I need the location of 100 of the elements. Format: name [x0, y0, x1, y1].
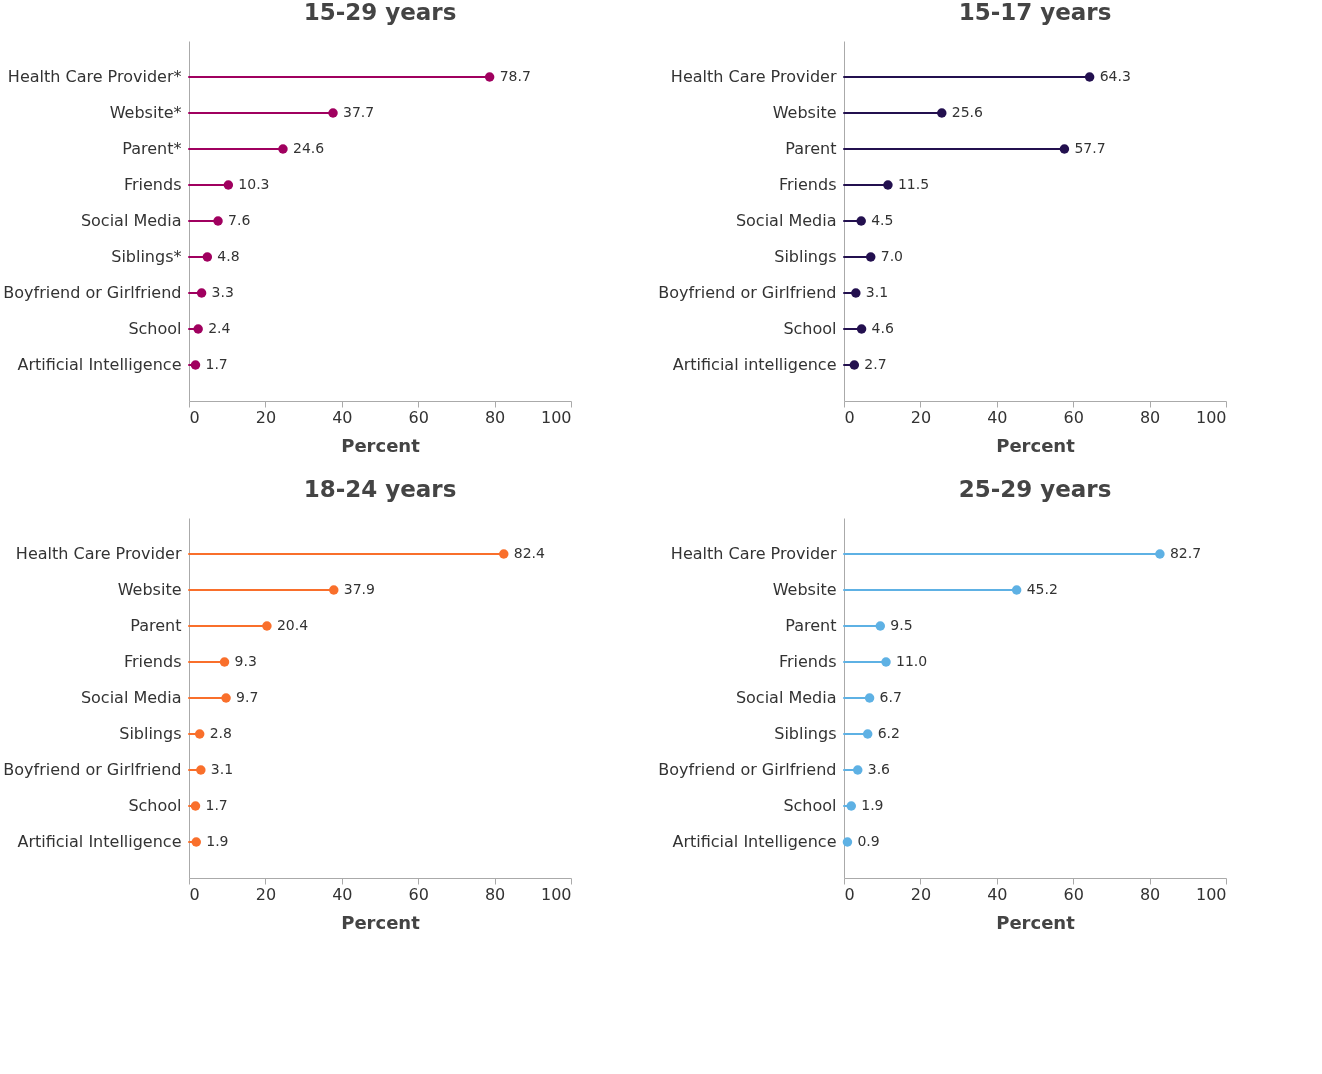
point [194, 729, 205, 739]
point [864, 693, 875, 703]
x-tick-label: 40 [987, 884, 1008, 904]
y-tick-label: Social Media [80, 211, 182, 230]
data-label: 2.8 [209, 725, 232, 741]
y-tick-label: Website* [109, 103, 182, 122]
data-label: 4.8 [217, 248, 240, 264]
data-label: 0.9 [857, 833, 880, 849]
y-tick-label: Health Care Provider* [7, 67, 182, 86]
x-tick-label: 60 [1063, 407, 1084, 427]
y-tick-label: Parent [785, 139, 837, 158]
data-label: 3.6 [867, 761, 891, 777]
y-tick-label: Social Media [735, 211, 837, 230]
y-tick-label: Friends [123, 652, 182, 671]
y-tick-label: Friends [123, 175, 182, 194]
y-tick-label: Artificial Intelligence [672, 832, 837, 851]
point [219, 657, 230, 667]
data-label: 6.2 [877, 725, 900, 741]
data-label: 20.4 [276, 617, 309, 633]
y-tick-label: Website [772, 103, 837, 122]
data-label: 37.7 [343, 104, 375, 120]
data-label: 1.9 [861, 797, 884, 813]
chart-title: 15-17 years [958, 0, 1112, 25]
x-tick-label: 100 [1195, 407, 1227, 427]
y-tick-label: Siblings [774, 724, 837, 743]
x-tick-label: 0 [189, 884, 200, 904]
point [196, 765, 206, 775]
y-tick-label: Parent* [122, 139, 182, 158]
y-tick-label: Website [117, 580, 182, 599]
point [190, 360, 201, 370]
point [856, 216, 866, 226]
x-axis-title: Percent [996, 911, 1076, 933]
x-tick-label: 80 [484, 884, 506, 904]
x-tick-label: 40 [987, 407, 1008, 427]
point [202, 252, 213, 262]
data-label: 2.4 [208, 320, 231, 336]
data-label: 4.6 [871, 320, 894, 336]
y-tick-label: Boyfriend or Girlfriend [3, 760, 182, 779]
point [875, 621, 886, 631]
y-tick-label: Artificial intelligence [672, 355, 837, 374]
point [190, 801, 201, 811]
data-label: 25.6 [951, 104, 984, 120]
point [937, 108, 947, 118]
data-label: 82.7 [1169, 545, 1202, 561]
point [846, 801, 856, 811]
point [866, 252, 876, 262]
data-label: 3.1 [865, 284, 889, 300]
y-tick-label: School [783, 319, 837, 338]
data-label: 9.5 [890, 617, 913, 633]
point [881, 657, 891, 667]
data-label: 78.7 [499, 68, 531, 84]
x-tick-label: 60 [1063, 884, 1084, 904]
x-tick-label: 0 [189, 407, 200, 427]
data-label: 11.0 [896, 653, 928, 669]
x-tick-label: 80 [1139, 884, 1161, 904]
x-tick-label: 20 [255, 884, 277, 904]
x-tick-label: 0 [844, 884, 855, 904]
y-tick-label: School [128, 319, 182, 338]
data-label: 45.2 [1026, 581, 1058, 597]
data-label: 11.5 [897, 176, 930, 192]
y-tick-label: Siblings* [111, 247, 182, 266]
y-tick-label: Friends [778, 175, 837, 194]
y-tick-label: Social Media [735, 688, 837, 707]
data-label: 3.3 [211, 284, 234, 300]
data-label: 64.3 [1099, 68, 1131, 84]
data-label: 57.7 [1074, 140, 1106, 156]
y-tick-label: Siblings [774, 247, 837, 266]
point [328, 108, 338, 118]
data-label: 7.6 [228, 212, 251, 228]
point [1011, 585, 1022, 595]
chart-title: 25-29 years [958, 476, 1112, 502]
x-axis-title: Percent [341, 434, 421, 456]
point [849, 360, 860, 370]
data-label: 3.1 [210, 761, 234, 777]
point [193, 324, 203, 334]
x-tick-label: 20 [910, 407, 932, 427]
data-label: 37.9 [343, 581, 375, 597]
point [851, 288, 861, 298]
x-tick-label: 20 [910, 884, 932, 904]
point [484, 72, 495, 82]
y-tick-label: Health Care Provider [15, 544, 182, 563]
data-label: 7.0 [880, 248, 904, 264]
x-tick-label: 100 [540, 407, 572, 427]
x-tick-label: 60 [408, 884, 429, 904]
data-label: 9.7 [236, 689, 259, 705]
point [278, 144, 288, 154]
point [221, 693, 231, 703]
data-label: 1.7 [205, 356, 228, 372]
x-tick-label: 80 [1139, 407, 1161, 427]
x-tick-label: 0 [844, 407, 855, 427]
x-tick-label: 60 [408, 407, 429, 427]
data-label: 9.3 [234, 653, 257, 669]
y-tick-label: Website [772, 580, 837, 599]
y-tick-label: Boyfriend or Girlfriend [658, 760, 837, 779]
point [862, 729, 873, 739]
x-tick-label: 40 [332, 407, 353, 427]
x-tick-label: 100 [1195, 884, 1227, 904]
y-tick-label: Parent [785, 616, 837, 635]
data-label: 24.6 [292, 140, 325, 156]
point [329, 585, 339, 595]
